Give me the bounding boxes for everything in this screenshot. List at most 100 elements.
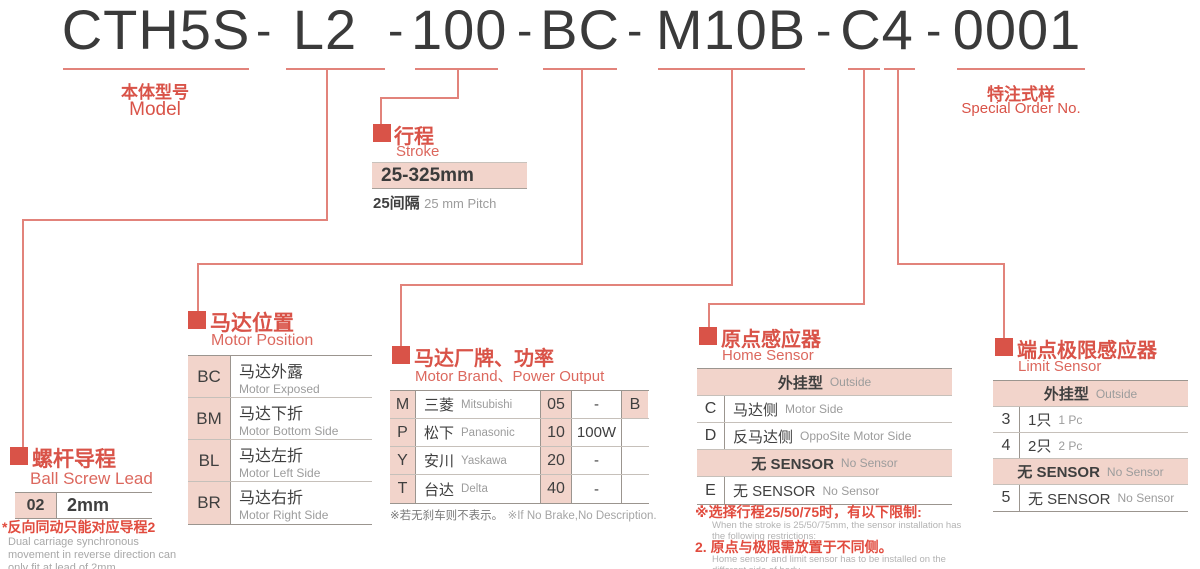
header-zh: 外挂型 bbox=[1043, 386, 1089, 403]
power-code-cell: 05 bbox=[541, 391, 572, 418]
table-header-row: 外挂型 Outside bbox=[697, 369, 952, 396]
stroke-title-en: Stroke bbox=[396, 143, 440, 160]
connector-line bbox=[380, 97, 459, 99]
brand-en: Panasonic bbox=[461, 426, 515, 439]
table-row: BC 马达外露 Motor Exposed bbox=[188, 356, 372, 398]
table-row: 3 1只 1 Pc bbox=[993, 407, 1188, 433]
sensor-zh: 反马达侧 bbox=[733, 428, 794, 446]
sensor-zh: 1只 bbox=[1028, 412, 1052, 429]
stroke-range-box: 25-325mm bbox=[372, 162, 527, 189]
position-en: Motor Exposed bbox=[239, 381, 320, 396]
header-en: No Sensor bbox=[1106, 464, 1164, 479]
connector-line bbox=[1003, 263, 1005, 339]
sensor-en: 1 Pc bbox=[1058, 412, 1083, 427]
home-sensor-table: 外挂型 Outside C 马达侧 Motor Side D 反马达侧 OppoSi… bbox=[697, 368, 952, 505]
sensor-zh: 2只 bbox=[1028, 438, 1052, 455]
title-hyphen: - bbox=[816, 4, 832, 56]
segment-underline bbox=[286, 68, 385, 70]
connector-line bbox=[197, 263, 583, 265]
brand-zh: 台达 bbox=[424, 481, 455, 499]
table-header-row: 无 SENSOR No Sensor bbox=[993, 459, 1188, 485]
title-segment-sensors: C4 bbox=[840, 0, 914, 61]
table-row: BL 马达左折 Motor Left Side bbox=[188, 440, 372, 482]
table-row: C 马达侧 Motor Side bbox=[697, 396, 952, 423]
brand-note-zh: ※若无刹车则不表示。 bbox=[390, 510, 504, 522]
section-marker-square bbox=[188, 311, 206, 329]
position-code-cell: BL bbox=[188, 440, 231, 481]
sensor-zh: 马达侧 bbox=[733, 401, 779, 419]
brake-cell bbox=[622, 447, 648, 474]
limit-sensor-title-zh: 端点极限感应器 bbox=[1017, 340, 1157, 362]
table-row: 5 无 SENSOR No Sensor bbox=[993, 485, 1188, 511]
table-row: BM 马达下折 Motor Bottom Side bbox=[188, 398, 372, 440]
connector-line bbox=[400, 284, 733, 286]
home-sensor-note1-zh: ※选择行程25/50/75时，有以下限制: bbox=[695, 504, 922, 520]
table-row: 4 2只 2 Pc bbox=[993, 433, 1188, 459]
position-code-cell: BM bbox=[188, 398, 231, 439]
connector-line bbox=[400, 284, 402, 347]
connector-line bbox=[708, 303, 865, 305]
power-value-cell: - bbox=[594, 452, 599, 469]
table-row: D 反马达侧 OppoSite Motor Side bbox=[697, 423, 952, 450]
power-value-cell: 100W bbox=[576, 424, 617, 441]
sensor-code-cell: 4 bbox=[993, 433, 1020, 458]
header-en: No Sensor bbox=[840, 456, 898, 470]
note-line: movement in reverse direction can bbox=[8, 549, 177, 561]
table-row: Y 安川 Yaskawa 20 - bbox=[390, 447, 649, 475]
brand-en: Delta bbox=[461, 483, 488, 495]
motor-brand-title-zh: 马达厂牌、功率 bbox=[414, 348, 554, 370]
connector-line bbox=[197, 263, 199, 312]
position-code-cell: BR bbox=[188, 482, 231, 524]
sensor-zh: 无 SENSOR bbox=[733, 483, 816, 500]
brand-zh: 安川 bbox=[424, 453, 455, 470]
table-header-row: 外挂型 Outside bbox=[993, 381, 1188, 407]
table-header-row: 无 SENSOR No Sensor bbox=[697, 450, 952, 477]
table-row: BR 马达右折 Motor Right Side bbox=[188, 482, 372, 524]
connector-line bbox=[22, 219, 24, 448]
power-code-cell: 10 bbox=[541, 419, 572, 446]
limit-sensor-table: 外挂型 Outside 3 1只 1 Pc 4 2只 2 Pc 无 SENSOR N… bbox=[993, 380, 1188, 512]
stroke-pitch-zh: 25间隔 bbox=[373, 195, 420, 212]
note-line: different side of body. bbox=[712, 565, 946, 569]
brand-code-cell: T bbox=[390, 475, 416, 503]
position-code-cell: BC bbox=[188, 356, 231, 397]
header-zh: 外挂型 bbox=[777, 374, 823, 392]
connector-line bbox=[708, 303, 710, 328]
motor-brand-title-en: Motor Brand、Power Output bbox=[415, 368, 605, 385]
table-row: E 无 SENSOR No Sensor bbox=[697, 477, 952, 504]
brand-zh: 三菱 bbox=[424, 397, 455, 414]
connector-line bbox=[731, 69, 733, 286]
special-order-label-en: Special Order No. bbox=[961, 100, 1081, 117]
power-code-cell: 40 bbox=[541, 475, 572, 503]
connector-line bbox=[326, 69, 328, 221]
position-zh: 马达左折 bbox=[239, 447, 304, 465]
note-line: When the stroke is 25/50/75mm, the senso… bbox=[712, 520, 962, 531]
stroke-pitch: 25间隔 25 mm Pitch bbox=[373, 192, 496, 213]
position-zh: 马达右折 bbox=[239, 490, 304, 507]
title-segment-body-model: CTH5S bbox=[61, 0, 251, 61]
sensor-code-cell: C bbox=[697, 396, 725, 422]
title-hyphen: - bbox=[388, 4, 404, 56]
lead-value-cell: 2mm bbox=[67, 495, 110, 515]
model-label-en: Model bbox=[129, 99, 181, 120]
note-line: only fit at lead of 2mm bbox=[8, 562, 116, 569]
brand-en: Yaskawa bbox=[461, 454, 507, 467]
home-sensor-note1-en: When the stroke is 25/50/75mm, the senso… bbox=[712, 520, 962, 542]
motor-position-title-zh: 马达位置 bbox=[210, 312, 294, 335]
sensor-code-cell: 3 bbox=[993, 407, 1020, 432]
position-en: Motor Left Side bbox=[239, 465, 321, 480]
sensor-en: Motor Side bbox=[785, 402, 844, 416]
ball-screw-table: 02 2mm bbox=[15, 492, 152, 519]
sensor-zh: 无 SENSOR bbox=[1028, 490, 1111, 508]
segment-underline bbox=[543, 68, 617, 70]
ball-screw-note-en: Dual carriage synchronous movement in re… bbox=[8, 536, 176, 569]
sensor-en: OppoSite Motor Side bbox=[800, 429, 912, 443]
header-zh: 无 SENSOR bbox=[751, 455, 834, 473]
power-code-cell: 20 bbox=[541, 447, 572, 474]
title-hyphen: - bbox=[926, 4, 942, 56]
limit-sensor-title-en: Limit Sensor bbox=[1018, 358, 1102, 375]
stroke-title-zh: 行程 bbox=[394, 126, 434, 148]
brand-code-cell: M bbox=[390, 391, 416, 418]
segment-underline bbox=[63, 68, 249, 70]
